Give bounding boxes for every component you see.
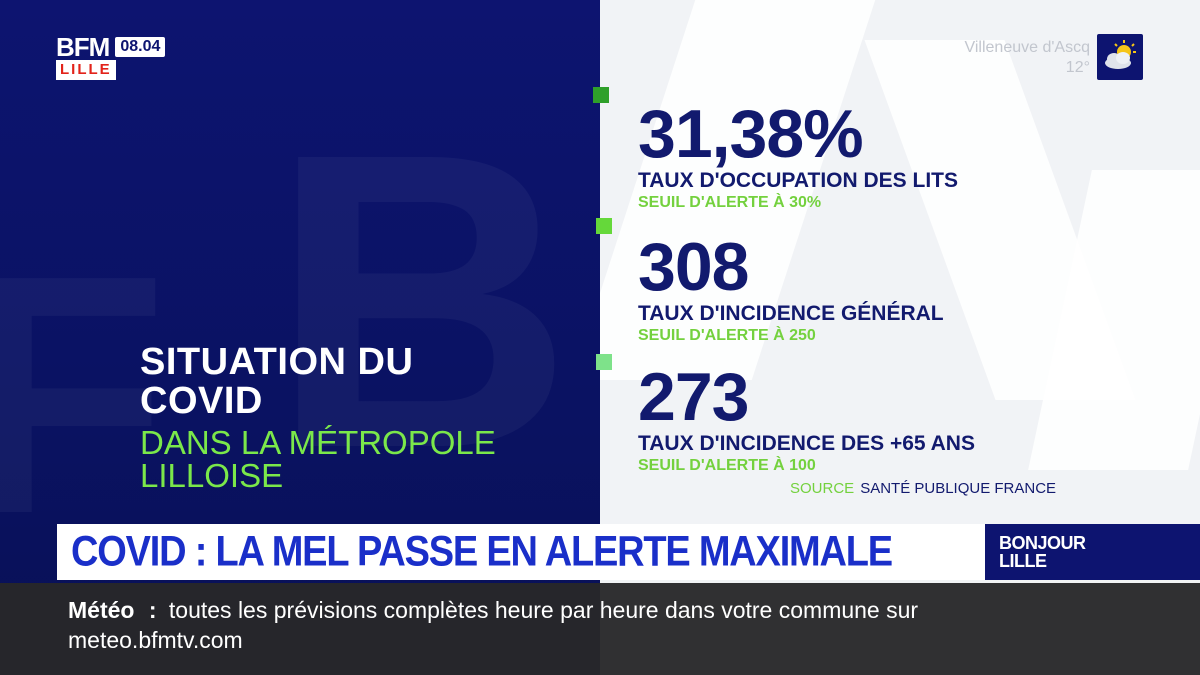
show-name-line: LILLE (999, 551, 1047, 571)
stat-marker (593, 87, 609, 103)
ticker-label: Météo (68, 597, 135, 623)
show-name-line: BONJOUR (999, 533, 1086, 553)
stat-label: TAUX D'INCIDENCE GÉNÉRAL (638, 302, 944, 325)
headline-banner: COVID : LA MEL PASSE EN ALERTE MAXIMALE (57, 524, 985, 580)
data-source: SOURCE SANTÉ PUBLIQUE FRANCE (790, 480, 1056, 498)
stat-value: 31,38% (638, 96, 864, 172)
ticker-message: toutes les prévisions complètes heure pa… (68, 597, 919, 653)
show-tag: BONJOUR LILLE (985, 524, 1200, 580)
source-value: SANTÉ PUBLIQUE FRANCE (860, 480, 1057, 497)
logo-city: LILLE (56, 60, 116, 80)
stat-label: TAUX D'OCCUPATION DES LITS (638, 169, 958, 192)
stat-threshold: SEUIL D'ALERTE À 250 (638, 327, 816, 344)
ticker-text: Météo : toutes les prévisions complètes … (68, 595, 1068, 655)
sun-cloud-icon (1097, 34, 1143, 80)
background-decoration: B (270, 60, 573, 543)
logo-brand: BFM (56, 32, 110, 62)
stat-value: 273 (638, 359, 749, 435)
weather-widget: Villeneuve d'Ascq 12° (964, 38, 1090, 78)
news-ticker: Météo : toutes les prévisions complètes … (0, 583, 1200, 675)
background-decoration: F (0, 200, 168, 591)
weather-temperature: 12° (1065, 59, 1090, 76)
stat-label: TAUX D'INCIDENCE DES +65 ANS (638, 432, 975, 455)
clock: 08.04 (115, 37, 166, 57)
ticker-separator: : (148, 597, 157, 623)
stat-value: 308 (638, 229, 749, 305)
stat-block: 273 TAUX D'INCIDENCE DES +65 ANS SEUIL D… (638, 359, 975, 476)
stat-threshold: SEUIL D'ALERTE À 30% (638, 194, 822, 211)
stat-block: 31,38% TAUX D'OCCUPATION DES LITS SEUIL … (638, 96, 958, 213)
channel-logo: BFM 08.04 LILLE (56, 32, 166, 80)
topic-subtitle: DANS LA MÉTROPOLE LILLOISE (140, 426, 496, 492)
stat-threshold: SEUIL D'ALERTE À 100 (638, 457, 816, 474)
stat-marker (596, 354, 612, 370)
topic-subtitle-line: DANS LA MÉTROPOLE (140, 424, 496, 461)
topic-title-line: COVID (140, 380, 263, 422)
weather-location: Villeneuve d'Ascq (964, 39, 1090, 56)
stat-marker (596, 218, 612, 234)
headline-text: COVID : LA MEL PASSE EN ALERTE MAXIMALE (71, 527, 893, 575)
topic-title: SITUATION DU COVID (140, 343, 413, 421)
source-label: SOURCE (790, 480, 855, 497)
topic-title-line: SITUATION DU (140, 341, 414, 383)
stat-block: 308 TAUX D'INCIDENCE GÉNÉRAL SEUIL D'ALE… (638, 229, 944, 346)
topic-subtitle-line: LILLOISE (140, 457, 284, 494)
